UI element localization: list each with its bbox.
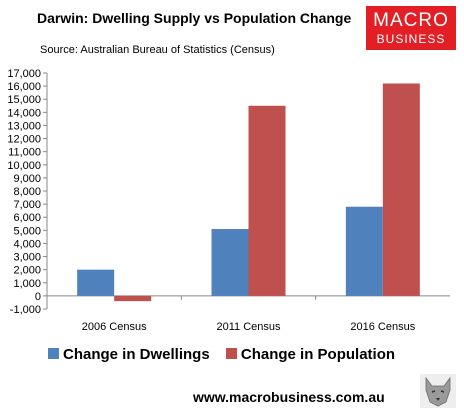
wolf-icon	[420, 374, 456, 408]
y-tick-label: 13,000	[7, 120, 41, 132]
y-tick-label: 8,000	[13, 186, 41, 198]
legend-swatch-dwellings	[48, 348, 59, 359]
bar-dwellings	[345, 206, 383, 296]
y-tick-label: 7,000	[13, 199, 41, 211]
y-tick-label: 10,000	[7, 160, 41, 172]
macrobusiness-logo: MACRO BUSINESS	[366, 6, 456, 50]
y-tick-label: -1,000	[10, 304, 41, 316]
y-tick-label: 15,000	[7, 94, 41, 106]
y-tick-label: 5,000	[13, 225, 41, 237]
y-tick-label: 17,000	[7, 68, 41, 80]
legend-label-population: Change in Population	[240, 346, 396, 363]
y-tick-label: 11,000	[8, 147, 41, 159]
bar-population	[382, 83, 420, 296]
legend-label-dwellings: Change in Dwellings	[63, 346, 210, 363]
chart-legend: Change in Dwellings Change in Population	[48, 346, 407, 363]
x-tick-label: 2011 Census	[216, 321, 281, 333]
logo-line-1: MACRO	[373, 10, 449, 31]
bar-dwellings	[211, 229, 249, 296]
y-tick-label: 14,000	[7, 107, 41, 119]
y-tick-label: 2,000	[13, 265, 41, 277]
legend-swatch-population	[225, 348, 237, 359]
y-tick-label: 3,000	[13, 252, 41, 264]
source-note: Source: Australian Bureau of Statistics …	[40, 44, 275, 56]
bar-population	[248, 105, 286, 296]
y-tick-label: 1,000	[13, 278, 41, 290]
website-link[interactable]: www.macrobusiness.com.au	[193, 389, 385, 405]
y-tick-label: 0	[35, 291, 41, 303]
x-tick-label: 2016 Census	[350, 321, 415, 333]
y-tick-label: 9,000	[13, 173, 41, 185]
bar-population	[114, 295, 152, 302]
bar-dwellings	[77, 269, 115, 296]
legend-item-population: Change in Population	[225, 346, 396, 363]
y-tick-label: 12,000	[7, 134, 41, 146]
logo-line-2: BUSINESS	[376, 32, 446, 46]
y-tick-label: 16,000	[7, 81, 41, 93]
x-tick-label: 2006 Census	[82, 321, 147, 333]
y-tick-label: 4,000	[13, 238, 41, 250]
y-tick-label: 6,000	[13, 212, 41, 224]
legend-item-dwellings: Change in Dwellings	[48, 346, 210, 363]
chart-title: Darwin: Dwelling Supply vs Population Ch…	[37, 10, 352, 26]
